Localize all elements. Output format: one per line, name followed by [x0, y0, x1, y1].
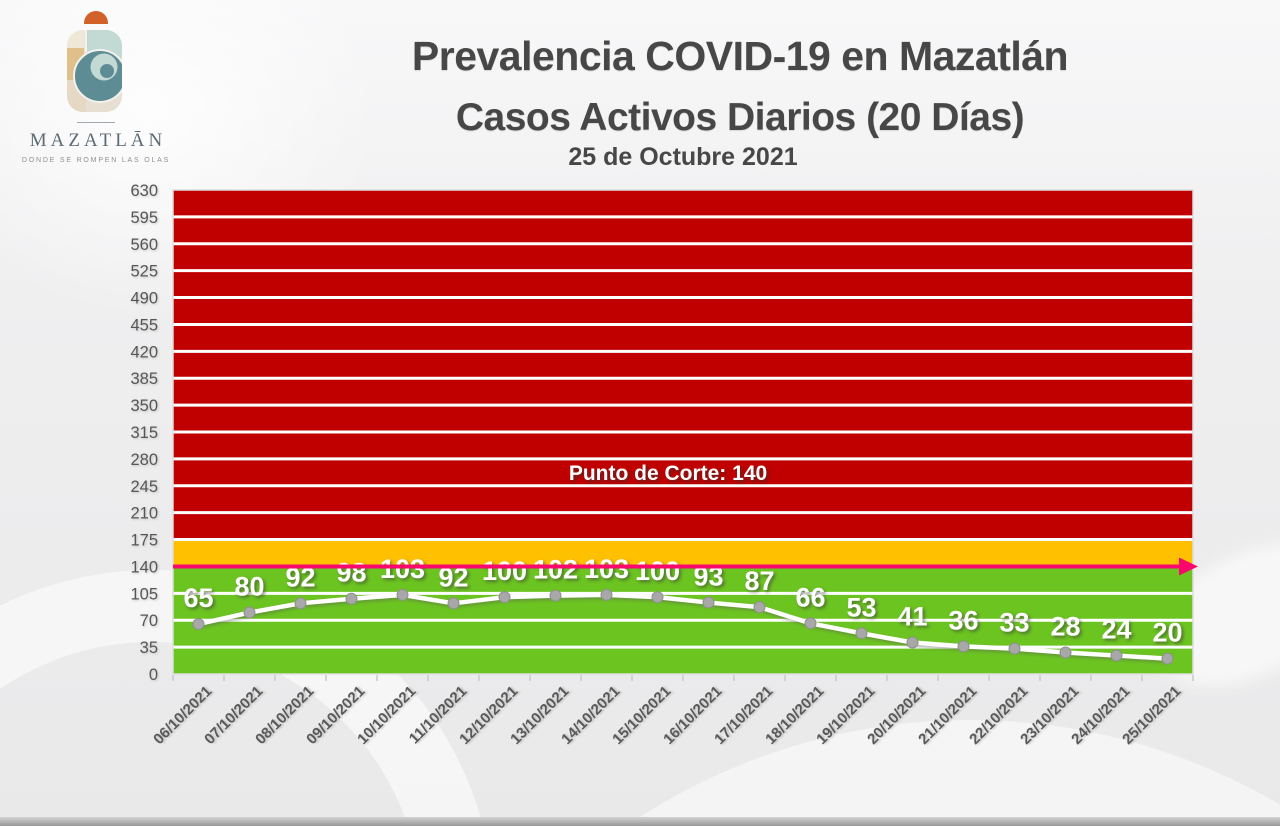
data-point-marker	[804, 617, 817, 630]
data-point-label: 103	[584, 554, 629, 584]
data-point-marker	[1059, 646, 1072, 659]
data-point-marker	[243, 606, 256, 619]
y-axis-label: 175	[130, 532, 158, 550]
data-point-label: 103	[380, 554, 425, 584]
y-axis-label: 560	[130, 236, 158, 254]
data-point-label: 41	[897, 602, 927, 632]
data-point-label: 33	[999, 608, 1029, 638]
report-date: 25 de Octubre 2021	[568, 143, 798, 171]
data-point-marker	[549, 589, 562, 602]
logo-tagline: DONDE SE ROMPEN LAS OLAS	[21, 157, 171, 164]
data-point-label: 53	[846, 592, 876, 622]
data-point-label: 36	[948, 605, 978, 635]
y-axis-label: 595	[130, 209, 158, 227]
page-title: Prevalencia COVID-19 en Mazatlán	[411, 33, 1069, 79]
mazatlan-logo: MAZATLĀN DONDE SE ROMPEN LAS OLAS	[16, 10, 176, 164]
logo-divider	[77, 122, 115, 123]
data-point-marker	[447, 597, 460, 610]
y-axis-label: 105	[130, 585, 158, 603]
y-axis-label: 210	[130, 505, 158, 523]
y-axis-label: 630	[130, 182, 158, 200]
y-axis-label: 420	[130, 343, 158, 361]
y-axis-label: 0	[149, 666, 158, 684]
data-point-marker	[957, 640, 970, 653]
cutoff-arrowhead	[1179, 557, 1198, 576]
data-point-marker	[192, 618, 205, 631]
plot-border	[172, 189, 1194, 675]
data-point-marker	[396, 588, 409, 601]
data-point-marker	[1008, 642, 1021, 655]
cutoff-annotation: Punto de Corte: 140	[568, 462, 768, 485]
data-point-marker	[753, 601, 766, 614]
y-axis-label: 35	[140, 639, 158, 657]
series-line	[196, 592, 1170, 661]
logo-brand-text: MAZATLĀN	[29, 130, 167, 151]
y-axis-label: 525	[130, 263, 158, 281]
data-point-marker	[345, 592, 358, 605]
data-point-label: 20	[1152, 618, 1182, 648]
slide-bottom-edge	[0, 817, 1280, 826]
data-point-label: 102	[533, 555, 578, 585]
data-point-label: 98	[336, 558, 366, 588]
data-point-marker	[702, 596, 715, 609]
y-axis-label: 140	[130, 558, 158, 576]
data-point-label: 65	[183, 583, 213, 613]
data-point-label: 28	[1050, 611, 1080, 641]
data-point-label: 87	[744, 566, 774, 596]
data-point-label: 100	[635, 556, 680, 586]
data-point-marker	[1161, 652, 1174, 665]
data-point-label: 66	[795, 582, 825, 612]
data-point-marker	[906, 636, 919, 649]
data-point-label: 24	[1101, 615, 1131, 645]
y-axis-label: 385	[130, 370, 158, 388]
y-axis-label: 70	[140, 612, 158, 630]
data-point-marker	[600, 588, 613, 601]
page-subtitle: Casos Activos Diarios (20 Días)	[455, 96, 1025, 139]
data-point-marker	[498, 591, 511, 604]
data-point-marker	[294, 597, 307, 610]
y-axis-label: 315	[130, 424, 158, 442]
data-point-marker	[855, 627, 868, 640]
y-axis-label: 245	[130, 478, 158, 496]
data-point-label: 80	[234, 572, 264, 602]
y-axis-label: 280	[130, 451, 158, 469]
data-point-marker	[1110, 649, 1123, 662]
data-point-marker	[651, 591, 664, 604]
zone-band-red-danger-zone	[173, 190, 1193, 540]
y-axis-label: 455	[130, 316, 158, 334]
y-axis-label: 350	[130, 397, 158, 415]
y-axis-label: 490	[130, 290, 158, 308]
mazatlan-shell-icon	[67, 11, 122, 112]
data-point-label: 100	[482, 556, 527, 586]
zone-band-yellow-warn-zone	[173, 539, 1193, 567]
